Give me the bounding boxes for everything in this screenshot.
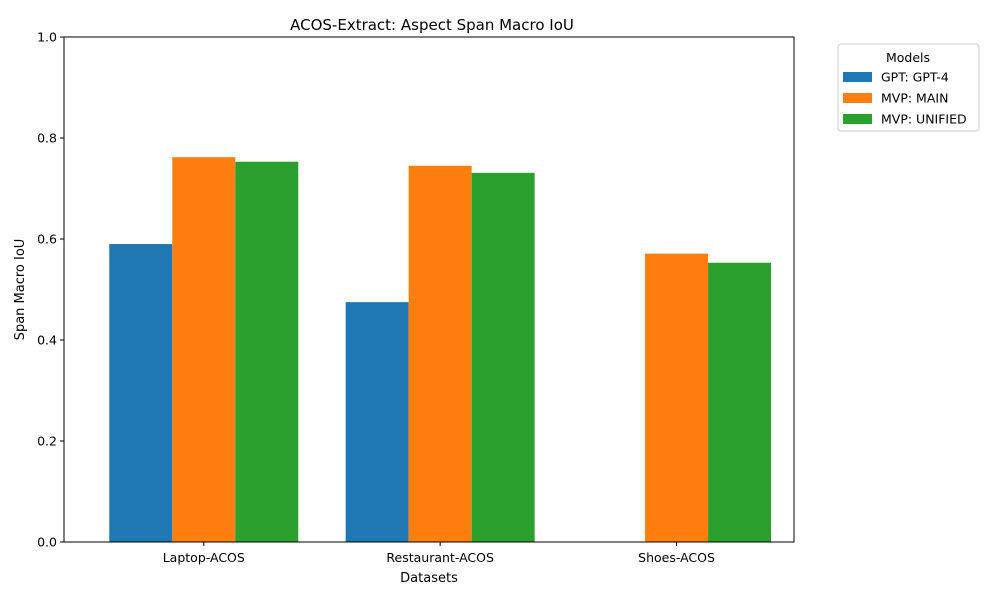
y-tick-label: 0.0 [37, 535, 57, 550]
y-axis-ticks: 0.0 0.2 0.4 0.6 0.8 1.0 [37, 30, 64, 550]
y-tick-label: 0.4 [37, 333, 57, 348]
legend-swatch [843, 72, 872, 82]
y-axis-title: Span Macro IoU [13, 239, 28, 341]
bar-laptop-acos-mvp-main [172, 157, 236, 542]
bar-restaurant-acos-mvp-unified [471, 172, 535, 542]
y-tick-label: 0.2 [37, 434, 57, 449]
legend-title: Models [886, 50, 930, 65]
x-tick-label: Restaurant-ACOS [386, 550, 494, 565]
bar-restaurant-acos-mvp-main [408, 165, 472, 542]
bar-shoes-acos-mvp-main [645, 253, 709, 542]
y-tick-label: 0.8 [37, 131, 57, 146]
legend-frame [837, 43, 980, 132]
bars-group [109, 157, 772, 543]
bar-laptop-acos-gpt-gpt-4 [109, 244, 173, 543]
bar-shoes-acos-mvp-unified [708, 262, 772, 542]
legend: Models GPT: GPT-4 MVP: MAIN MVP: UNIFIED [837, 43, 980, 132]
x-tick-label: Laptop-ACOS [163, 550, 245, 565]
x-tick-label: Shoes-ACOS [638, 550, 715, 565]
x-axis-ticks: Laptop-ACOS Restaurant-ACOS Shoes-ACOS [163, 542, 715, 565]
legend-swatch [843, 114, 872, 124]
x-axis-title: Datasets [400, 571, 458, 586]
legend-label: MVP: MAIN [881, 91, 948, 106]
bar-restaurant-acos-gpt-gpt-4 [345, 302, 409, 542]
plot-frame [63, 36, 795, 543]
legend-label: GPT: GPT-4 [881, 70, 949, 85]
legend-label: MVP: UNIFIED [881, 112, 967, 127]
legend-swatch [843, 93, 872, 103]
y-tick-label: 0.6 [37, 232, 57, 247]
chart-title: ACOS-Extract: Aspect Span Macro IoU [290, 16, 574, 34]
bar-laptop-acos-mvp-unified [235, 161, 299, 543]
legend-items: GPT: GPT-4 MVP: MAIN MVP: UNIFIED [843, 70, 967, 127]
y-tick-label: 1.0 [37, 30, 57, 45]
